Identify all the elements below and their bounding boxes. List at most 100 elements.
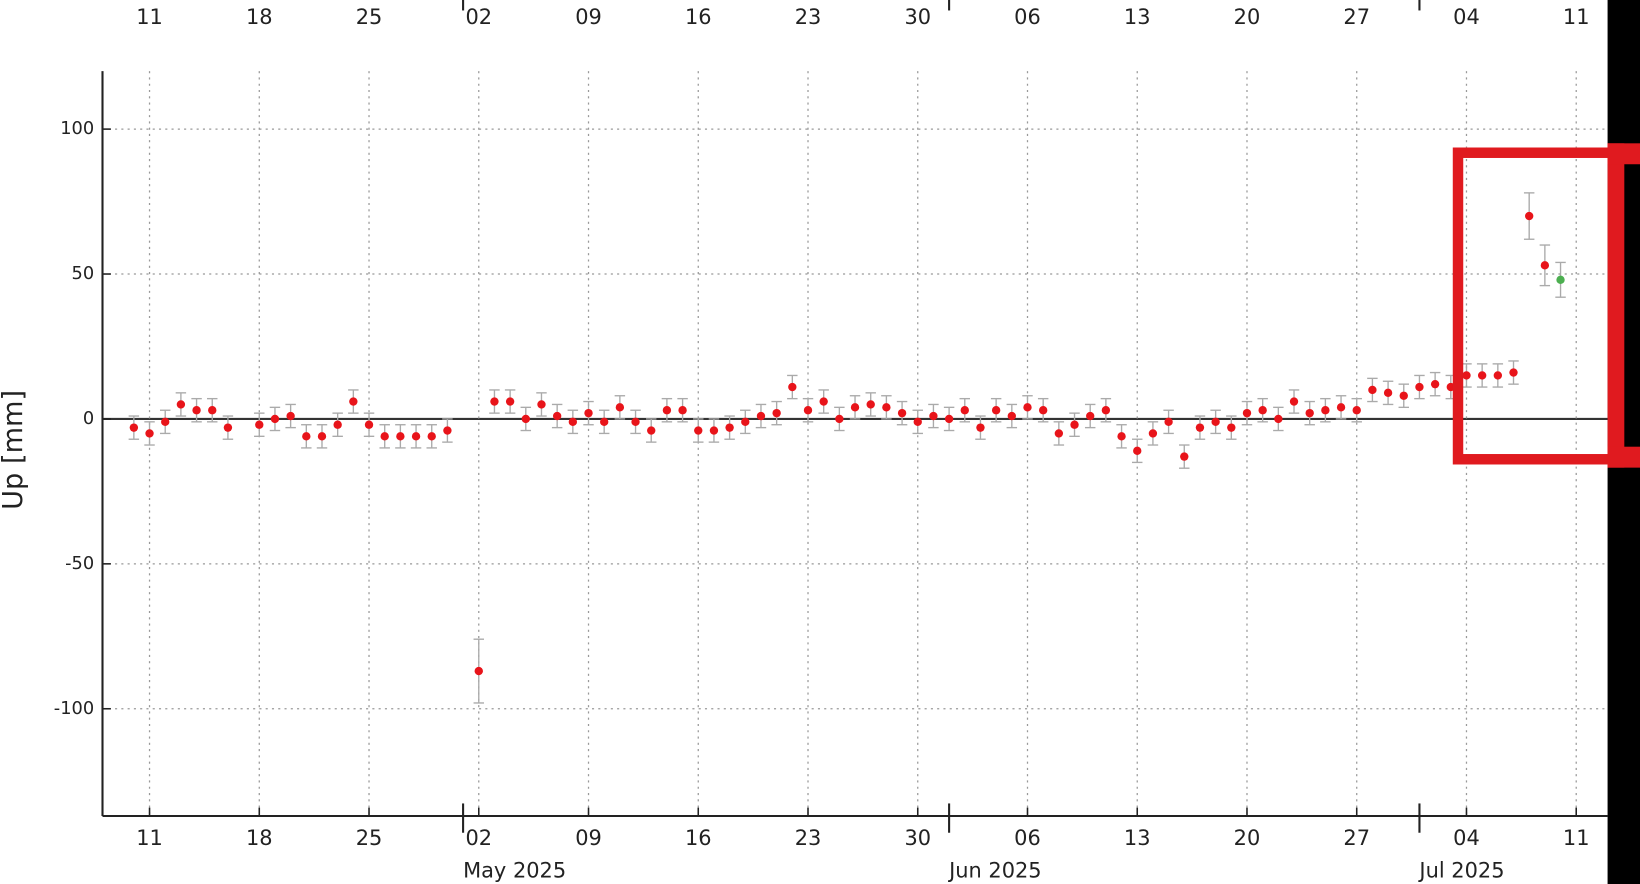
point — [286, 411, 295, 421]
point — [803, 406, 813, 415]
point — [756, 411, 766, 421]
point — [1540, 261, 1550, 270]
point — [490, 397, 499, 406]
x-tick-label: 18 — [246, 826, 273, 850]
x-tick-label: 27 — [1343, 826, 1370, 850]
point — [897, 408, 907, 418]
point — [1336, 403, 1346, 412]
point — [552, 411, 562, 421]
x-tick-label: 13 — [1124, 826, 1151, 850]
point — [678, 406, 687, 415]
point — [1211, 417, 1220, 427]
point — [427, 432, 436, 441]
point — [302, 432, 311, 441]
x-tick-label-top: 16 — [685, 5, 712, 29]
point — [364, 420, 374, 429]
point — [1383, 388, 1393, 398]
point — [192, 406, 201, 415]
point — [161, 417, 170, 427]
point — [960, 406, 969, 415]
point — [694, 426, 703, 435]
x-tick-label: 04 — [1453, 826, 1480, 850]
x-tick-label-top: 23 — [795, 5, 822, 29]
x-tick-label-top: 27 — [1343, 5, 1370, 29]
x-tick-label-top: 11 — [1563, 5, 1590, 29]
x-tick-label-top: 20 — [1234, 5, 1261, 29]
point — [913, 417, 922, 427]
highlight-bracket — [1607, 143, 1640, 165]
x-tick-label-top: 11 — [136, 5, 163, 29]
point — [1368, 385, 1377, 395]
point — [1352, 406, 1361, 415]
point — [850, 403, 860, 412]
x-tick-label-top: 25 — [356, 5, 383, 29]
point — [317, 432, 327, 441]
highlight-bracket — [1607, 446, 1640, 468]
point — [1117, 432, 1126, 441]
point — [788, 382, 797, 392]
point — [1289, 397, 1299, 406]
point — [1023, 403, 1032, 412]
point — [208, 406, 217, 415]
x-tick-label: 11 — [1563, 826, 1590, 850]
point — [1086, 411, 1095, 421]
month-label: Jul 2025 — [1417, 858, 1504, 882]
point — [615, 403, 625, 412]
point — [1556, 275, 1565, 285]
point — [584, 408, 593, 418]
point — [505, 397, 515, 406]
x-tick-label-top: 02 — [465, 5, 492, 29]
point — [647, 426, 656, 435]
point — [709, 426, 719, 435]
x-tick-label-top: 09 — [575, 5, 602, 29]
x-tick-label: 09 — [575, 826, 602, 850]
point — [145, 429, 154, 438]
point — [1180, 452, 1189, 461]
y-tick-label: -100 — [54, 698, 94, 719]
point — [223, 423, 233, 432]
point — [725, 423, 734, 432]
point — [1242, 408, 1252, 418]
point — [333, 420, 342, 429]
x-tick-label: 06 — [1014, 826, 1041, 850]
point — [976, 423, 985, 432]
point — [991, 406, 1001, 415]
point — [1399, 391, 1408, 400]
month-label: Jun 2025 — [947, 858, 1042, 882]
point — [835, 414, 844, 424]
point — [882, 403, 891, 412]
x-tick-label: 20 — [1234, 826, 1261, 850]
point — [772, 408, 781, 418]
point — [662, 406, 672, 415]
point — [1477, 371, 1487, 380]
y-axis-label: Up [mm] — [0, 390, 29, 510]
x-tick-label: 16 — [685, 826, 712, 850]
x-tick-label: 30 — [904, 826, 931, 850]
y-tick-label: 0 — [83, 408, 94, 429]
point — [270, 414, 280, 424]
point — [819, 397, 828, 406]
point — [1038, 406, 1048, 415]
point — [474, 666, 483, 676]
point — [349, 397, 358, 406]
point — [1195, 423, 1205, 432]
point — [443, 426, 452, 435]
y-tick-label: 50 — [72, 263, 95, 284]
point — [568, 417, 578, 427]
x-tick-label-top: 06 — [1014, 5, 1041, 29]
point — [521, 414, 530, 424]
point — [537, 400, 546, 409]
point — [1070, 420, 1079, 429]
point — [1258, 406, 1267, 415]
highlight-box — [1452, 147, 1621, 465]
point — [1493, 371, 1503, 380]
x-tick-label-top: 30 — [904, 5, 931, 29]
x-tick-label: 23 — [795, 826, 822, 850]
point — [866, 400, 875, 409]
point — [1274, 414, 1283, 424]
y-tick-label: 100 — [60, 118, 94, 139]
point — [1054, 429, 1064, 438]
point — [1321, 406, 1330, 415]
